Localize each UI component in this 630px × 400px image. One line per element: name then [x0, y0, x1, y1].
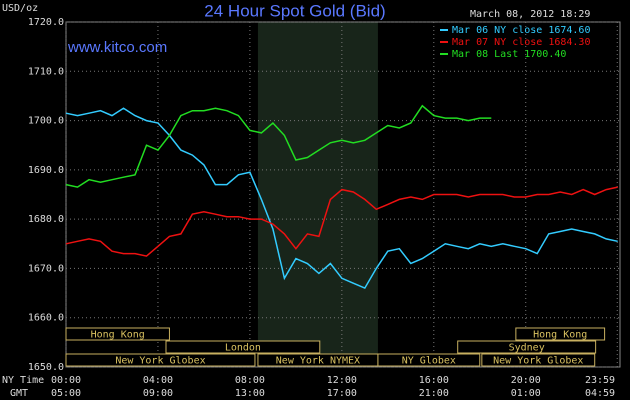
x2-tick-label: 01:00	[511, 388, 541, 399]
y-tick-label: 1690.0	[28, 165, 64, 176]
y-tick-label: 1670.0	[28, 263, 64, 274]
y-tick-label: 1650.0	[28, 362, 64, 373]
x2-tick-label: 13:00	[235, 388, 265, 399]
y-tick-label: 1720.0	[28, 17, 64, 28]
y-tick-label: 1660.0	[28, 313, 64, 324]
session-label: NY Globex	[402, 356, 456, 367]
x-tick-label: 08:00	[235, 375, 265, 386]
session-label: London	[225, 343, 261, 354]
session-box	[515, 327, 606, 341]
legend-label: Mar 06 NY close 1674.60	[452, 25, 590, 36]
session-box	[65, 353, 256, 367]
series-line	[65, 107, 618, 290]
x2-axis-label: GMT	[10, 388, 28, 399]
session-label: New York Globex	[115, 356, 205, 367]
x2-tick-label: 09:00	[143, 388, 173, 399]
x-tick-label: 12:00	[327, 375, 357, 386]
x-axis-label: NY Time	[2, 375, 44, 386]
session-box	[481, 353, 596, 367]
x2-tick-label: 05:00	[51, 388, 81, 399]
session-box	[165, 340, 321, 354]
x-tick-label: 20:00	[511, 375, 541, 386]
x-tick-label: 23:59	[585, 375, 615, 386]
timestamp: March 08, 2012 18:29	[470, 9, 590, 20]
x2-tick-label: 17:00	[327, 388, 357, 399]
y-axis-label: USD/oz	[2, 3, 38, 14]
y-tick-label: 1680.0	[28, 214, 64, 225]
session-label: Hong Kong	[533, 330, 587, 341]
y-tick-label: 1700.0	[28, 116, 64, 127]
watermark: www.kitco.com	[67, 39, 167, 56]
session-box	[457, 340, 597, 354]
session-label: New York NYMEX	[276, 356, 360, 367]
session-label: Hong Kong	[91, 330, 145, 341]
legend-label: Mar 08 Last 1700.40	[452, 49, 566, 60]
session-box	[377, 353, 481, 367]
x-tick-label: 16:00	[419, 375, 449, 386]
shaded-region	[257, 22, 378, 367]
x2-tick-label: 04:59	[585, 388, 615, 399]
y-tick-label: 1710.0	[28, 66, 64, 77]
series-line	[65, 186, 618, 257]
session-label: New York Globex	[493, 356, 583, 367]
legend-label: Mar 07 NY close 1684.30	[452, 37, 590, 48]
session-label: Sydney	[509, 343, 545, 354]
x-tick-label: 04:00	[143, 375, 173, 386]
x2-tick-label: 21:00	[419, 388, 449, 399]
x-tick-label: 00:00	[51, 375, 81, 386]
series-line	[65, 104, 492, 188]
chart-title: 24 Hour Spot Gold (Bid)	[204, 1, 385, 20]
session-box	[65, 327, 170, 341]
